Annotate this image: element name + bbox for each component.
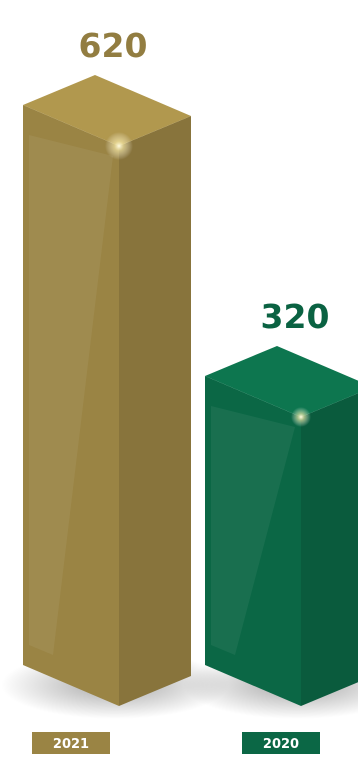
value-label-2020: 320 bbox=[261, 297, 330, 336]
bar-2021 bbox=[23, 75, 191, 707]
value-label-2021: 620 bbox=[79, 26, 148, 65]
bar-top-face bbox=[205, 345, 358, 417]
bar-highlight bbox=[105, 132, 133, 161]
bar-side-face bbox=[301, 393, 358, 706]
bar-front-face bbox=[205, 375, 301, 706]
bar-highlight bbox=[291, 406, 311, 427]
bar-sheen bbox=[211, 405, 295, 655]
category-label-2020: 2020 bbox=[263, 737, 299, 752]
bar-side-face bbox=[119, 116, 191, 707]
bar-front-face bbox=[23, 105, 119, 707]
bar-sheen bbox=[29, 135, 113, 656]
bar-2020 bbox=[205, 345, 358, 706]
category-label-box bbox=[32, 732, 110, 754]
category-label-box bbox=[242, 732, 320, 754]
category-label-2021: 2021 bbox=[53, 737, 89, 752]
bar-top-face bbox=[23, 75, 191, 147]
